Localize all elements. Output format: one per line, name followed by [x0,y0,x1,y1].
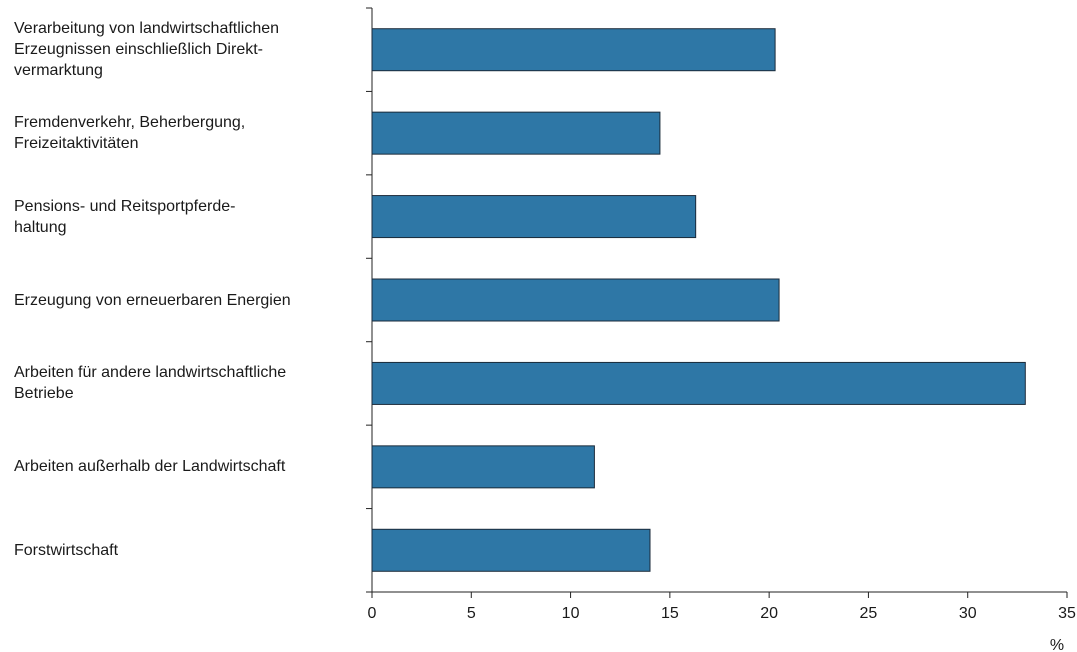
category-label: Arbeiten für andere landwirtschaftliche … [14,364,287,403]
x-tick-label: 5 [467,605,476,622]
bar [371,361,1026,405]
bars [371,28,1026,572]
x-tick-label: 0 [368,605,377,622]
bar [371,195,697,239]
category-label: Forstwirtschaft [14,541,119,559]
x-tick-label: 10 [562,605,580,622]
x-tick-label: 35 [1058,605,1076,622]
y-axis [366,7,373,593]
category-label: Erzeugung von erneuerbaren Energien [14,291,291,309]
x-tick-label: 20 [760,605,778,622]
x-tick-label: 15 [661,605,679,622]
bar [371,278,780,322]
bar [371,111,661,155]
category-label: Verarbeitung von landwirtschaftlichen Er… [14,20,280,80]
category-label: Fremdenverkehr, Beherbergung, Freizeitak… [14,114,246,153]
category-label: Arbeiten außerhalb der Landwirtschaft [14,458,286,476]
category-label: Pensions- und Reitsportpferde- haltung [14,197,236,236]
bar [371,528,651,572]
x-axis-unit-label: % [1050,637,1064,652]
bar [371,28,776,72]
x-tick-label: 30 [959,605,977,622]
x-axis: 0 5 10 15 20 25 30 35 [368,591,1076,622]
bar [371,445,595,489]
x-tick-label: 25 [860,605,878,622]
